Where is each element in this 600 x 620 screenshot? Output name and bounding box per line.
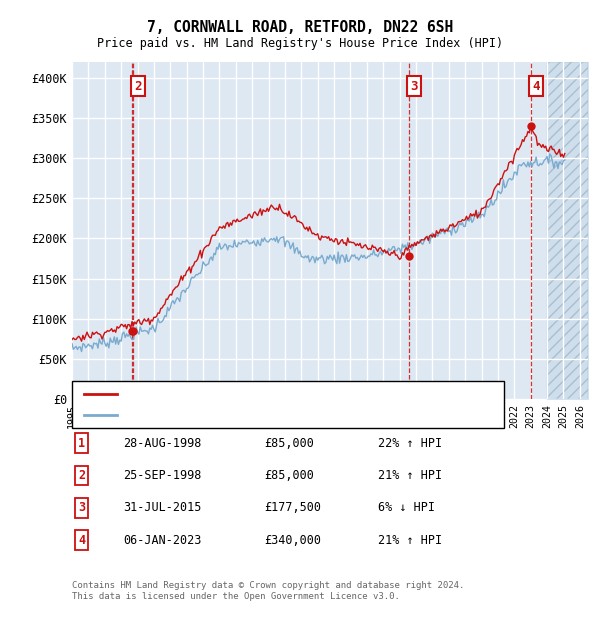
- Text: 06-JAN-2023: 06-JAN-2023: [123, 534, 202, 546]
- Text: 7, CORNWALL ROAD, RETFORD, DN22 6SH (detached house): 7, CORNWALL ROAD, RETFORD, DN22 6SH (det…: [123, 389, 461, 399]
- Text: 4: 4: [532, 79, 539, 92]
- Text: 3: 3: [410, 79, 418, 92]
- Text: 28-AUG-1998: 28-AUG-1998: [123, 437, 202, 450]
- Text: 21% ↑ HPI: 21% ↑ HPI: [378, 534, 442, 546]
- Text: 2: 2: [134, 79, 142, 92]
- Text: 2: 2: [78, 469, 85, 482]
- Text: £177,500: £177,500: [264, 502, 321, 514]
- Text: 21% ↑ HPI: 21% ↑ HPI: [378, 469, 442, 482]
- Text: £85,000: £85,000: [264, 469, 314, 482]
- Text: £340,000: £340,000: [264, 534, 321, 546]
- Text: HPI: Average price, detached house, Bassetlaw: HPI: Average price, detached house, Bass…: [123, 410, 415, 420]
- Text: £85,000: £85,000: [264, 437, 314, 450]
- Text: 4: 4: [78, 534, 85, 546]
- Text: 6% ↓ HPI: 6% ↓ HPI: [378, 502, 435, 514]
- Text: This data is licensed under the Open Government Licence v3.0.: This data is licensed under the Open Gov…: [72, 592, 400, 601]
- Text: 3: 3: [78, 502, 85, 514]
- Text: Price paid vs. HM Land Registry's House Price Index (HPI): Price paid vs. HM Land Registry's House …: [97, 37, 503, 50]
- Text: Contains HM Land Registry data © Crown copyright and database right 2024.: Contains HM Land Registry data © Crown c…: [72, 581, 464, 590]
- Text: 7, CORNWALL ROAD, RETFORD, DN22 6SH: 7, CORNWALL ROAD, RETFORD, DN22 6SH: [147, 20, 453, 35]
- Text: 22% ↑ HPI: 22% ↑ HPI: [378, 437, 442, 450]
- Text: 31-JUL-2015: 31-JUL-2015: [123, 502, 202, 514]
- Text: 25-SEP-1998: 25-SEP-1998: [123, 469, 202, 482]
- Text: 1: 1: [78, 437, 85, 450]
